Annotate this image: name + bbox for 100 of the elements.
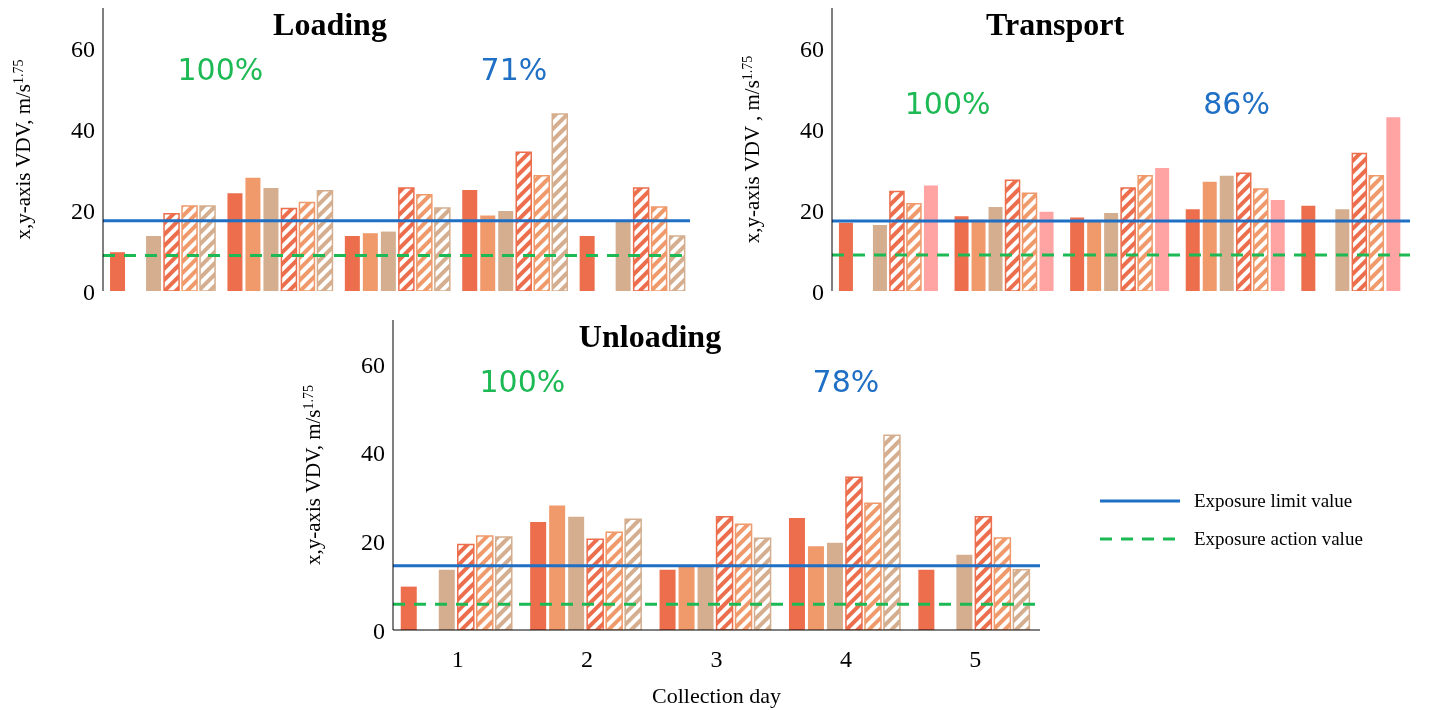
x-tick-label: 5 <box>969 646 982 673</box>
bar <box>1335 209 1350 291</box>
bar <box>438 569 455 630</box>
bar <box>434 207 451 291</box>
bar <box>549 505 566 630</box>
bar <box>753 537 772 630</box>
bar <box>954 216 969 291</box>
y-tick-label: 60 <box>361 351 385 378</box>
bar <box>579 236 595 291</box>
bar <box>1386 117 1401 291</box>
bar <box>1252 188 1269 291</box>
bar <box>864 502 882 630</box>
bar <box>1004 179 1021 291</box>
y-tick-label: 40 <box>361 440 385 467</box>
y-tick-label: 20 <box>71 197 95 224</box>
bar <box>476 535 494 630</box>
annotation: 100% <box>903 86 992 121</box>
bar <box>533 175 550 291</box>
bar <box>181 205 198 291</box>
x-tick-label: 1 <box>451 646 464 673</box>
bar <box>316 189 334 291</box>
bar <box>146 236 162 291</box>
bar <box>845 476 863 630</box>
bar <box>697 564 714 630</box>
bar <box>1087 221 1102 291</box>
bar <box>956 554 973 630</box>
bar <box>344 236 360 291</box>
bar <box>362 233 378 291</box>
chart-title: Transport <box>985 6 1125 42</box>
bar <box>1235 172 1252 291</box>
bar <box>1120 187 1136 291</box>
bar <box>650 206 668 291</box>
bar <box>199 205 216 291</box>
bar <box>605 531 623 630</box>
annotation: 78% <box>811 364 881 399</box>
bar <box>883 434 901 630</box>
bar <box>551 113 568 291</box>
annotation: 100% <box>176 52 265 87</box>
x-tick-label: 3 <box>710 646 723 673</box>
bar <box>1185 209 1200 291</box>
bar <box>974 515 993 630</box>
bar <box>586 538 604 630</box>
bar <box>515 151 532 291</box>
bar <box>632 187 650 291</box>
legend-label: Exposure action value <box>1194 528 1363 550</box>
annotation: 100% <box>478 364 567 399</box>
bar <box>227 193 243 291</box>
bar <box>110 252 126 291</box>
bar <box>659 569 676 630</box>
bar <box>807 546 824 630</box>
bar <box>1021 192 1038 291</box>
bar <box>668 235 686 291</box>
bar <box>678 565 695 630</box>
y-tick-label: 40 <box>800 116 824 143</box>
bar <box>457 543 475 630</box>
bar <box>462 189 478 291</box>
bar <box>398 187 415 291</box>
bar <box>280 207 298 291</box>
bar <box>298 201 316 291</box>
bar <box>615 221 631 291</box>
annotation: 71% <box>479 52 549 87</box>
x-tick-label: 2 <box>581 646 594 673</box>
y-tick-label: 20 <box>800 197 824 224</box>
bar <box>1301 205 1316 291</box>
legend-label: Exposure limit value <box>1194 490 1353 512</box>
bar <box>1202 181 1217 291</box>
x-axis-title: Collection day <box>652 683 781 708</box>
bar <box>163 213 180 291</box>
bar <box>624 518 642 630</box>
chart-title: Loading <box>273 6 387 42</box>
y-tick-label: 0 <box>373 617 385 644</box>
x-tick-label: 4 <box>839 646 852 673</box>
bar <box>1219 175 1234 291</box>
bar <box>1270 200 1285 291</box>
y-tick-label: 60 <box>71 35 95 62</box>
bar <box>245 177 261 291</box>
bar <box>872 225 887 291</box>
bar <box>1039 211 1054 291</box>
bar <box>918 569 935 630</box>
bar <box>1012 569 1031 630</box>
bar <box>1070 217 1085 291</box>
y-tick-label: 0 <box>83 278 95 305</box>
bar <box>1368 175 1385 291</box>
annotation: 86% <box>1202 86 1271 121</box>
bar <box>568 516 585 630</box>
bar <box>1155 168 1170 291</box>
bar <box>263 187 279 291</box>
bar <box>838 222 853 291</box>
y-tick-label: 0 <box>812 278 824 305</box>
bar <box>734 523 753 630</box>
y-tick-label: 20 <box>361 528 385 555</box>
bar <box>826 542 843 630</box>
bar <box>416 194 433 291</box>
bar <box>480 215 496 291</box>
chart-title: Unloading <box>578 318 722 354</box>
bar <box>889 190 905 291</box>
bar <box>1351 152 1368 291</box>
bar <box>495 536 513 630</box>
bar <box>923 185 938 291</box>
bar <box>1137 175 1153 291</box>
